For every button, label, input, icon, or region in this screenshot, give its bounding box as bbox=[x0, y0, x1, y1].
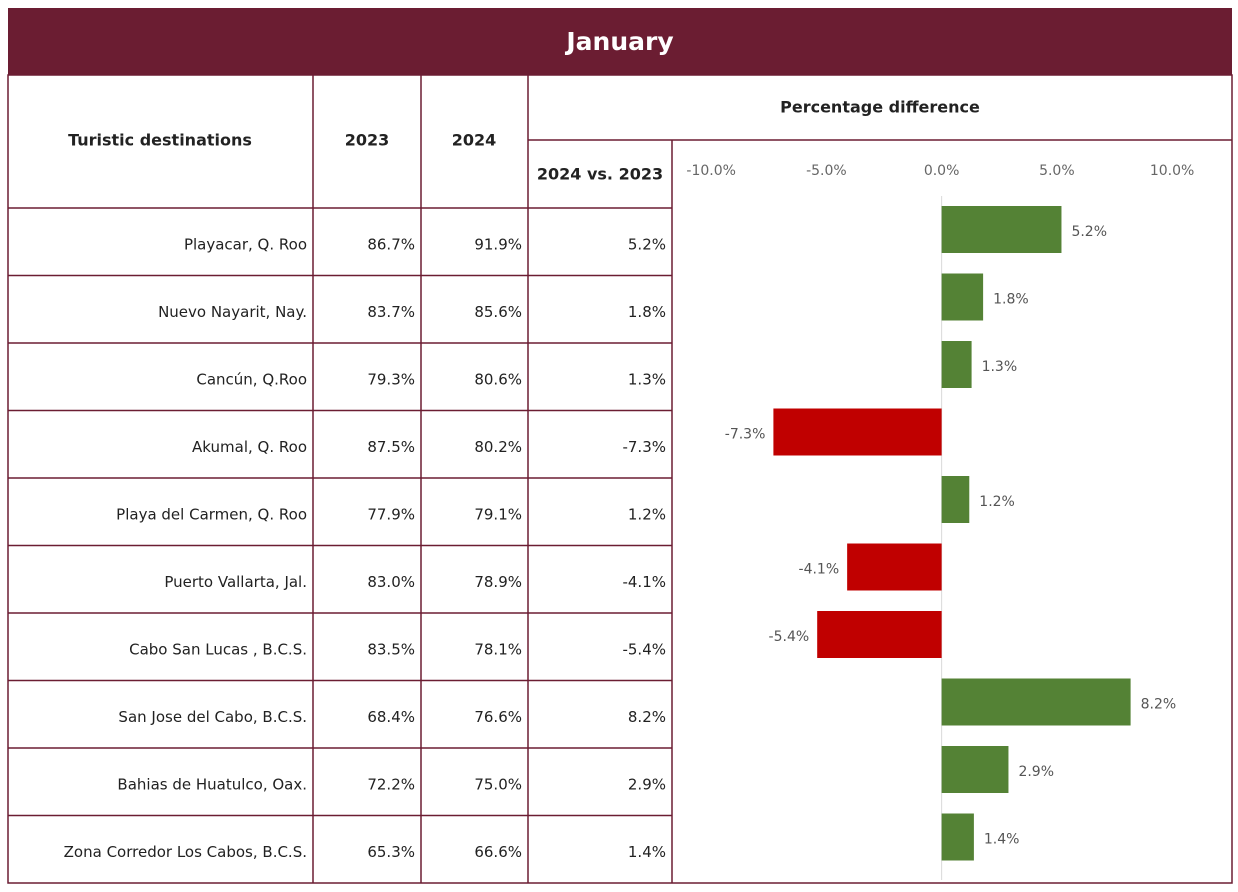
cell: 86.7% bbox=[367, 235, 415, 253]
cell: 68.4% bbox=[367, 708, 415, 726]
cell: 83.7% bbox=[367, 303, 415, 321]
data-label: -5.4% bbox=[769, 629, 810, 645]
data-label: 1.3% bbox=[982, 359, 1018, 375]
destination: Nuevo Nayarit, Nay. bbox=[158, 303, 307, 321]
data-label: 2.9% bbox=[1018, 764, 1054, 780]
group-header: Percentage difference bbox=[780, 98, 980, 117]
destination: Playacar, Q. Roo bbox=[184, 235, 307, 253]
cell: -5.4% bbox=[622, 640, 666, 658]
cell: 79.1% bbox=[474, 505, 522, 523]
cell: 87.5% bbox=[367, 438, 415, 456]
cell: 85.6% bbox=[474, 303, 522, 321]
cell: -4.1% bbox=[622, 573, 666, 591]
cell: 66.6% bbox=[474, 843, 522, 861]
cell: 91.9% bbox=[474, 235, 522, 253]
cell: 1.3% bbox=[628, 370, 666, 388]
cell: 77.9% bbox=[367, 505, 415, 523]
x-tick-label: 0.0% bbox=[924, 163, 960, 179]
cell: 83.0% bbox=[367, 573, 415, 591]
column-header: 2024 vs. 2023 bbox=[537, 165, 663, 184]
bar bbox=[941, 341, 972, 388]
title: January bbox=[564, 27, 673, 56]
cell: 1.8% bbox=[628, 303, 666, 321]
cell: 1.4% bbox=[628, 843, 666, 861]
destination: Zona Corredor Los Cabos, B.C.S. bbox=[64, 843, 307, 861]
cell: 5.2% bbox=[628, 235, 666, 253]
borders bbox=[7, 74, 1233, 884]
destination: Bahias de Huatulco, Oax. bbox=[117, 775, 307, 793]
data-label: 1.4% bbox=[984, 832, 1020, 848]
data-label: 8.2% bbox=[1141, 697, 1177, 713]
cell: 1.2% bbox=[628, 505, 666, 523]
data-label: 5.2% bbox=[1071, 224, 1107, 240]
data-label: 1.8% bbox=[993, 292, 1029, 308]
destination: Cabo San Lucas , B.C.S. bbox=[129, 640, 307, 658]
cell: 65.3% bbox=[367, 843, 415, 861]
cell: 78.1% bbox=[474, 640, 522, 658]
cell: 79.3% bbox=[367, 370, 415, 388]
destination: San Jose del Cabo, B.C.S. bbox=[118, 708, 307, 726]
bar bbox=[817, 611, 942, 658]
data-label: -7.3% bbox=[725, 427, 766, 443]
bar bbox=[773, 408, 942, 456]
destination: Playa del Carmen, Q. Roo bbox=[116, 505, 307, 523]
bar bbox=[941, 746, 1009, 793]
bar bbox=[941, 678, 1131, 726]
destination: Cancún, Q.Roo bbox=[196, 370, 307, 388]
bar bbox=[941, 206, 1062, 253]
cell: 8.2% bbox=[628, 708, 666, 726]
column-header: 2024 bbox=[452, 131, 497, 150]
bar bbox=[847, 543, 942, 591]
cell: 78.9% bbox=[474, 573, 522, 591]
x-tick-label: -10.0% bbox=[686, 163, 736, 179]
x-tick-label: 10.0% bbox=[1150, 163, 1194, 179]
cell: 83.5% bbox=[367, 640, 415, 658]
cell: -7.3% bbox=[622, 438, 666, 456]
destination: Puerto Vallarta, Jal. bbox=[164, 573, 307, 591]
data-label: -4.1% bbox=[799, 562, 840, 578]
data-label: 1.2% bbox=[979, 494, 1015, 510]
title-bar bbox=[8, 8, 1232, 75]
x-tick-label: 5.0% bbox=[1039, 163, 1075, 179]
x-tick-label: -5.0% bbox=[806, 163, 847, 179]
column-header: 2023 bbox=[345, 131, 390, 150]
bar bbox=[941, 813, 974, 861]
cell: 75.0% bbox=[474, 775, 522, 793]
bar bbox=[941, 273, 984, 321]
column-header: Turistic destinations bbox=[68, 131, 252, 150]
cell: 76.6% bbox=[474, 708, 522, 726]
cell: 80.6% bbox=[474, 370, 522, 388]
bar bbox=[941, 476, 970, 523]
destination: Akumal, Q. Roo bbox=[192, 438, 307, 456]
cell: 72.2% bbox=[367, 775, 415, 793]
cell: 2.9% bbox=[628, 775, 666, 793]
cell: 80.2% bbox=[474, 438, 522, 456]
